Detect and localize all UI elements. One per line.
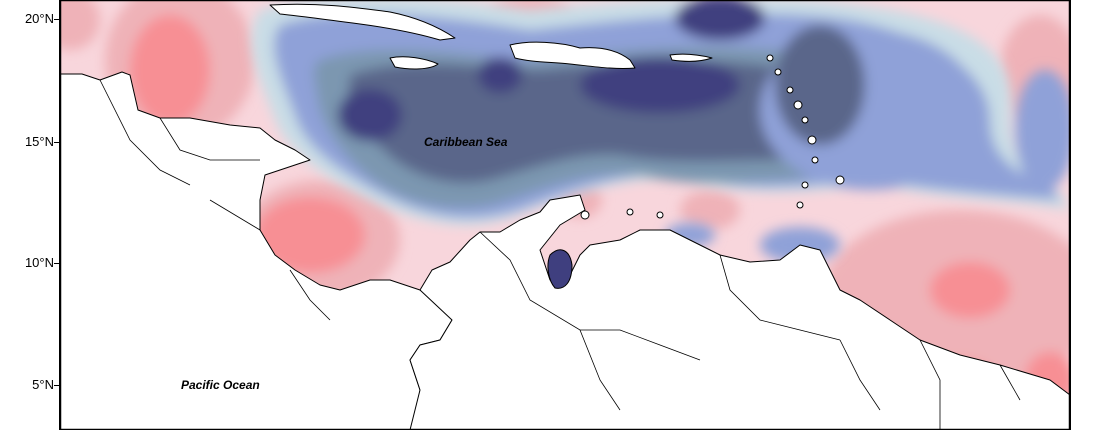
- land-layer: [60, 3, 1070, 430]
- hispaniola-land: [509, 41, 636, 70]
- axis-line: [59, 0, 61, 430]
- lat-label-20n: 20°N: [24, 11, 54, 26]
- lat-label-10n: 10°N: [24, 255, 54, 270]
- lat-tick-10n: [54, 263, 60, 264]
- puerto-rico-land: [669, 53, 713, 62]
- lake-maracaibo: [547, 249, 573, 289]
- lat-label-15n: 15°N: [24, 134, 54, 149]
- map-panel: Caribbean Sea Pacific Ocean: [60, 0, 1070, 430]
- lat-tick-5n: [54, 385, 60, 386]
- country-borders: [99, 79, 1021, 430]
- cool-anomaly-layer: [251, 0, 1070, 263]
- right-frame-line: [1069, 0, 1071, 430]
- pacific-ocean-label: Pacific Ocean: [181, 378, 260, 392]
- caribbean-sea-label: Caribbean Sea: [424, 135, 508, 149]
- lat-tick-15n: [54, 142, 60, 143]
- cuba-land: [269, 3, 456, 41]
- lat-tick-20n: [54, 19, 60, 20]
- lat-label-5n: 5°N: [32, 377, 54, 392]
- map-svg: [60, 0, 1070, 430]
- jamaica-land: [389, 56, 439, 70]
